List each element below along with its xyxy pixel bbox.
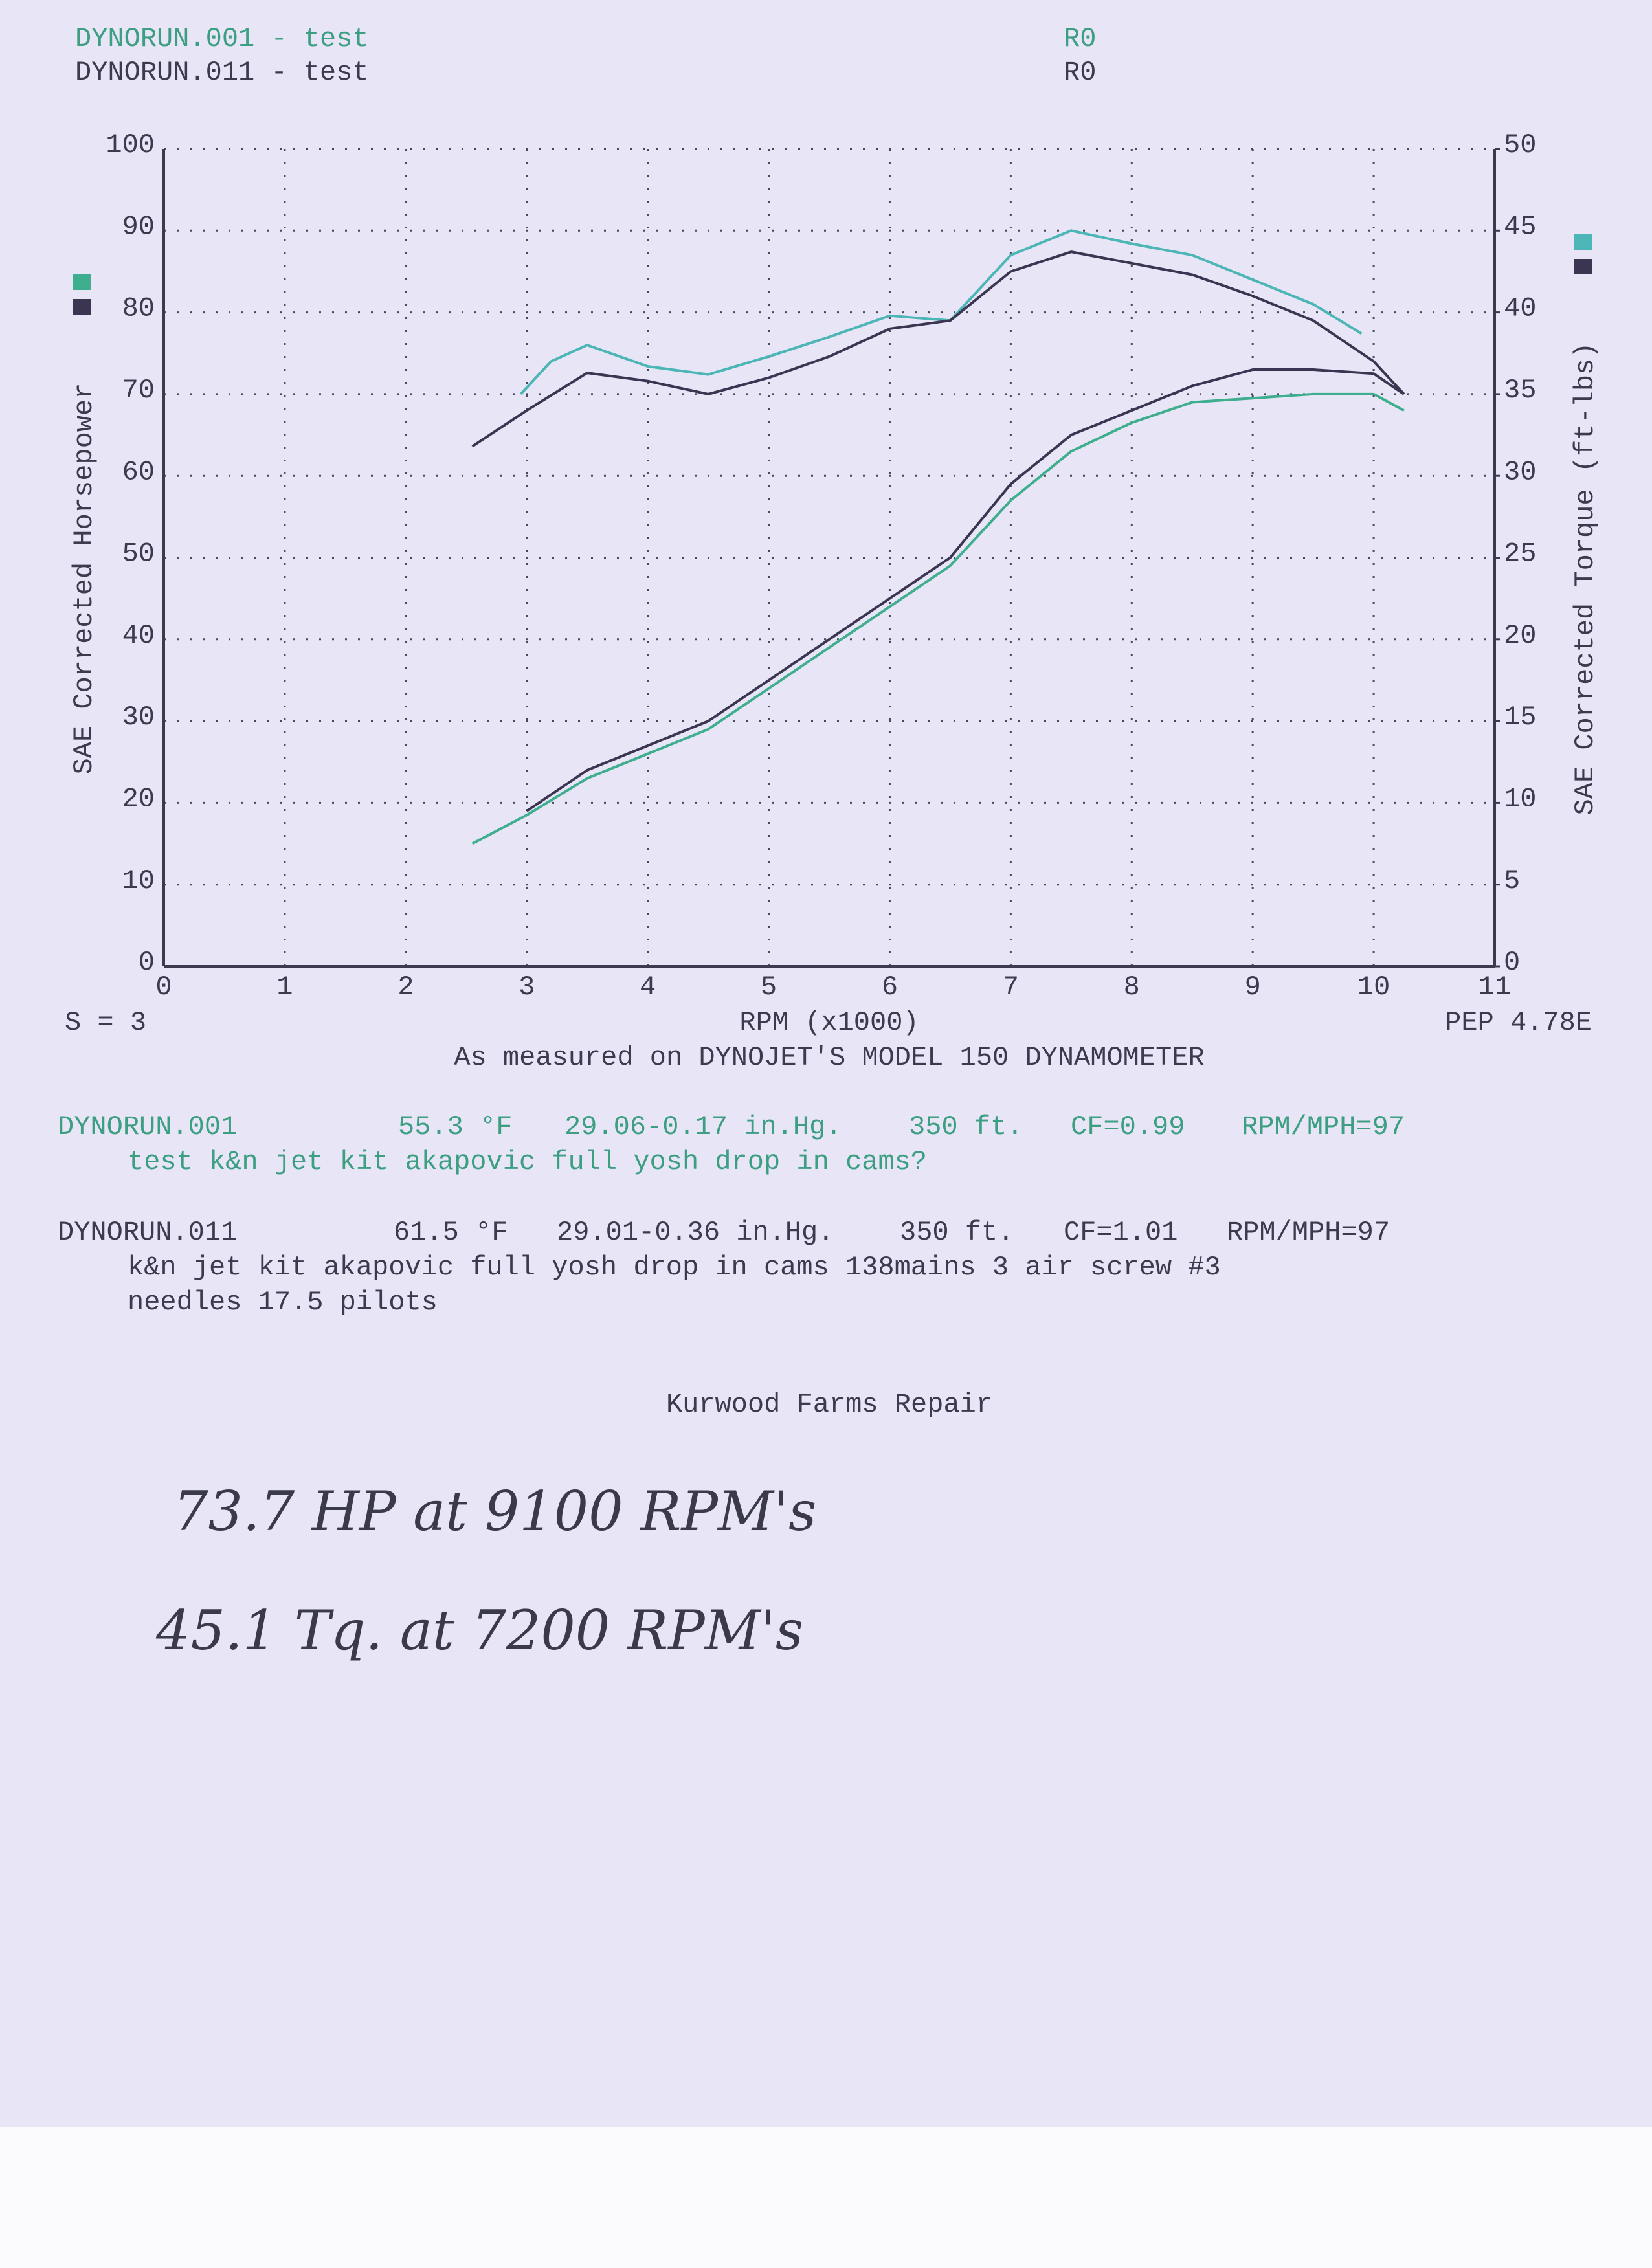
y-tick-label: 30: [122, 702, 155, 733]
data-line: [471, 250, 1405, 448]
run-name: DYNORUN.011: [58, 1217, 237, 1248]
run-cf: CF=0.99: [1071, 1111, 1185, 1142]
run-name: DYNORUN.001: [58, 1111, 237, 1142]
y-tick-label: 40: [122, 620, 155, 651]
y2-tick-label: 50: [1504, 129, 1536, 161]
run-altitude: 350 ft.: [909, 1111, 1023, 1142]
run-header: DYNORUN.011 - test: [75, 57, 369, 88]
pep-label: PEP 4.78E: [1445, 1007, 1592, 1038]
legend-swatch: [73, 274, 91, 290]
y2-axis-label: SAE Corrected Torque (ft-lbs): [1570, 342, 1601, 816]
run-header: DYNORUN.001 - test: [75, 23, 369, 54]
y2-tick-label: 30: [1504, 456, 1536, 487]
y-tick-label: 0: [139, 947, 155, 978]
run-rpm-mph: RPM/MPH=97: [1227, 1217, 1390, 1248]
y-tick-label: 100: [106, 129, 155, 161]
handwritten-note: 45.1 Tq. at 7200 RPM's: [155, 1599, 803, 1662]
smoothing-label: S = 3: [65, 1007, 146, 1038]
x-tick-label: 4: [640, 972, 656, 1003]
data-line: [519, 229, 1363, 395]
x-tick-label: 3: [519, 972, 535, 1003]
y2-tick-label: 0: [1504, 947, 1520, 978]
run-temperature: 61.5 °F: [394, 1217, 508, 1248]
y-axis-label: SAE Corrected Horsepower: [69, 383, 100, 775]
y-tick-label: 10: [122, 865, 155, 896]
data-line: [471, 392, 1405, 845]
run-header-code: R0: [1064, 57, 1096, 88]
y2-tick-label: 35: [1504, 375, 1536, 406]
run-barometer: 29.01-0.36 in.Hg.: [557, 1217, 834, 1248]
x-tick-label: 2: [397, 972, 414, 1003]
x-tick-label: 11: [1479, 972, 1511, 1003]
legend-swatch: [73, 299, 91, 315]
run-info: DYNORUN.011 61.5 °F 29.01-0.36 in.Hg. 35…: [58, 1217, 1390, 1318]
run-note: k&n jet kit akapovic full yosh drop in c…: [128, 1252, 1221, 1283]
run-temperature: 55.3 °F: [398, 1111, 512, 1142]
x-tick-label: 9: [1245, 972, 1261, 1003]
y-tick-label: 60: [122, 456, 155, 487]
x-tick-label: 10: [1357, 972, 1390, 1003]
run-barometer: 29.06-0.17 in.Hg.: [564, 1111, 842, 1142]
run-note: needles 17.5 pilots: [128, 1287, 438, 1318]
caption: As measured on DYNOJET'S MODEL 150 DYNAM…: [454, 1042, 1204, 1073]
y2-tick-label: 45: [1504, 211, 1536, 242]
x-tick-label: 5: [761, 972, 777, 1003]
run-cf: CF=1.01: [1064, 1217, 1178, 1248]
x-tick-label: 6: [882, 972, 898, 1003]
y2-tick-label: 20: [1504, 620, 1536, 651]
y-tick-label: 70: [122, 375, 155, 406]
y-tick-label: 50: [122, 539, 155, 570]
data-line: [526, 368, 1405, 812]
paper: [0, 0, 1652, 2127]
x-tick-label: 7: [1003, 972, 1019, 1003]
y2-tick-label: 5: [1504, 865, 1520, 896]
x-tick-label: 0: [155, 972, 172, 1003]
legend-swatch: [1574, 234, 1592, 250]
run-info: DYNORUN.001 55.3 °F 29.06-0.17 in.Hg. 35…: [58, 1111, 1405, 1177]
y-tick-label: 90: [122, 211, 155, 242]
handwritten-note: 73.7 HP at 9100 RPM's: [173, 1480, 816, 1543]
legend-swatch: [1574, 259, 1592, 274]
shop-name: Kurwood Farms Repair: [666, 1389, 992, 1420]
y-tick-label: 20: [122, 783, 155, 814]
y2-tick-label: 15: [1504, 702, 1536, 733]
x-tick-label: 8: [1124, 972, 1140, 1003]
run-rpm-mph: RPM/MPH=97: [1242, 1111, 1405, 1142]
x-axis-label: RPM (x1000): [739, 1007, 919, 1038]
y2-tick-label: 10: [1504, 783, 1536, 814]
y2-tick-label: 25: [1504, 539, 1536, 570]
y2-tick-label: 40: [1504, 293, 1536, 324]
run-altitude: 350 ft.: [900, 1217, 1014, 1248]
x-tick-label: 1: [276, 972, 293, 1003]
y-tick-label: 80: [122, 293, 155, 324]
scan-margin: [0, 2127, 1652, 2268]
run-header-code: R0: [1064, 23, 1096, 54]
run-note: test k&n jet kit akapovic full yosh drop…: [128, 1146, 927, 1177]
